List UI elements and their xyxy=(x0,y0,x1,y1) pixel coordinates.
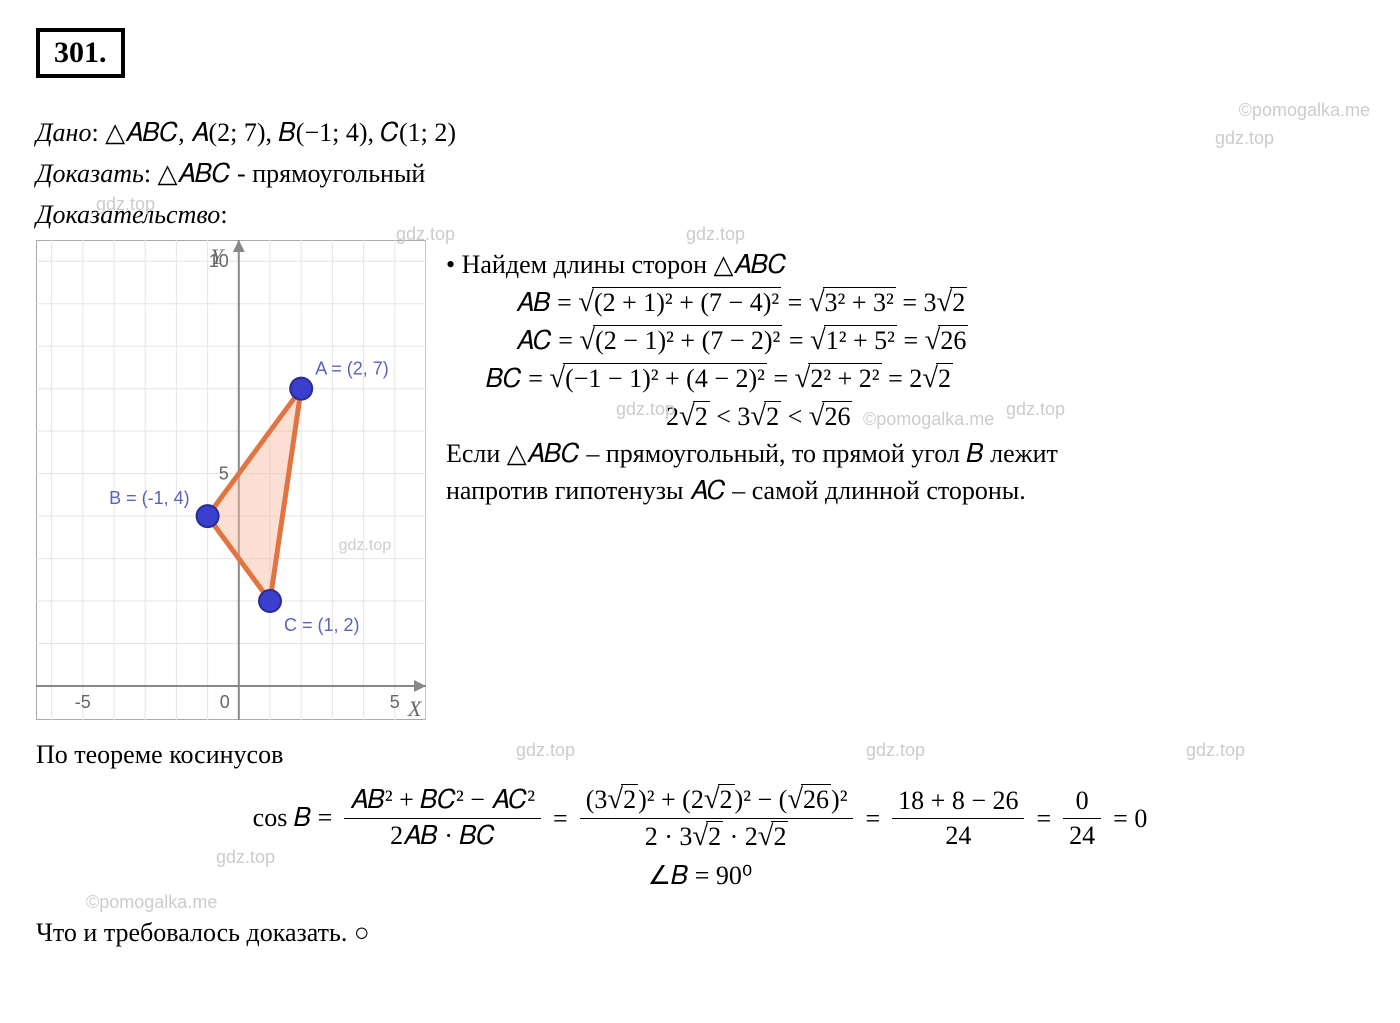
watermark-gdz: gdz.top xyxy=(1215,128,1274,149)
bc-line: 𝐵𝐶 = (−1 − 1)² + (4 − 2)² = 2² + 2² = 22 xyxy=(446,363,1364,395)
watermark-gdz-5: gdz.top xyxy=(616,399,675,420)
watermark-gdz-8: gdz.top xyxy=(866,740,925,761)
svg-text:5: 5 xyxy=(390,692,400,712)
graph: -505510XYA = (2, 7)B = (-1, 4)C = (1, 2)… xyxy=(36,240,426,720)
watermark-copy: ©pomogalka.me xyxy=(1239,100,1370,121)
svg-text:B = (-1, 4): B = (-1, 4) xyxy=(109,488,190,508)
watermark-gdz-7: gdz.top xyxy=(516,740,575,761)
watermark-gdz-4: gdz.top xyxy=(686,224,745,245)
watermark-gdz-10: gdz.top xyxy=(216,847,275,868)
problem-number: 301. xyxy=(36,28,125,78)
cosine-label: По теореме косинусов gdz.top gdz.top gdz… xyxy=(36,740,1364,770)
ac-line: 𝐴𝐶 = (2 − 1)² + (7 − 2)² = 1² + 5² = 26 xyxy=(446,325,1364,357)
watermark-gdz-2: gdz.top xyxy=(96,194,155,215)
math-column: gdz.top gdz.top Найдем длины сторон △𝐴𝐵𝐶… xyxy=(446,240,1364,513)
given-line: Дано: △𝐴𝐵𝐶, 𝐴(2; 7), 𝐵(−1; 4), 𝐶(1; 2) xyxy=(36,118,1364,149)
compare-line: 22 < 32 < 26 ©pomogalka.me xyxy=(446,401,1364,433)
content-row: -505510XYA = (2, 7)B = (-1, 4)C = (1, 2)… xyxy=(36,240,1364,720)
watermark-gdz-9: gdz.top xyxy=(1186,740,1245,761)
given-label: Дано xyxy=(36,118,91,147)
svg-text:A = (2, 7): A = (2, 7) xyxy=(315,359,389,379)
ab-line: 𝐴𝐵 = (2 + 1)² + (7 − 4)² = 3² + 3² = 32 xyxy=(446,287,1364,319)
svg-text:0: 0 xyxy=(220,692,230,712)
prove-label: Доказать xyxy=(36,159,144,188)
explain1: Если △𝐴𝐵𝐶 – прямоугольный, то прямой уго… xyxy=(446,439,1364,470)
svg-text:-5: -5 xyxy=(75,692,91,712)
svg-text:C = (1, 2): C = (1, 2) xyxy=(284,615,360,635)
svg-text:X: X xyxy=(407,696,423,720)
given-text: : △𝐴𝐵𝐶, 𝐴(2; 7), 𝐵(−1; 4), 𝐶(1; 2) xyxy=(91,118,456,147)
svg-text:gdz.top: gdz.top xyxy=(339,537,392,554)
cosine-equation: cos 𝐵 = 𝐴𝐵² + 𝐵𝐶² − 𝐴𝐶² 2𝐴𝐵 · 𝐵𝐶 = (32)²… xyxy=(36,784,1364,853)
watermark-copy-2: ©pomogalka.me xyxy=(863,409,994,429)
watermark-gdz-3: gdz.top xyxy=(396,224,455,245)
svg-text:5: 5 xyxy=(219,464,229,484)
watermark-copy-3: ©pomogalka.me xyxy=(86,892,217,913)
step1: Найдем длины сторон △𝐴𝐵𝐶 xyxy=(446,250,1364,281)
qed: Что и требовалось доказать. ○ xyxy=(36,918,1364,948)
prove-text: : △𝐴𝐵𝐶 - прямоугольный xyxy=(144,159,426,188)
proof-colon: : xyxy=(220,200,227,229)
watermark-gdz-6: gdz.top xyxy=(1006,399,1065,420)
explain2: напротив гипотенузы 𝐴𝐶 – самой длинной с… xyxy=(446,476,1364,507)
prove-line: Доказать: △𝐴𝐵𝐶 - прямоугольный xyxy=(36,159,1364,190)
